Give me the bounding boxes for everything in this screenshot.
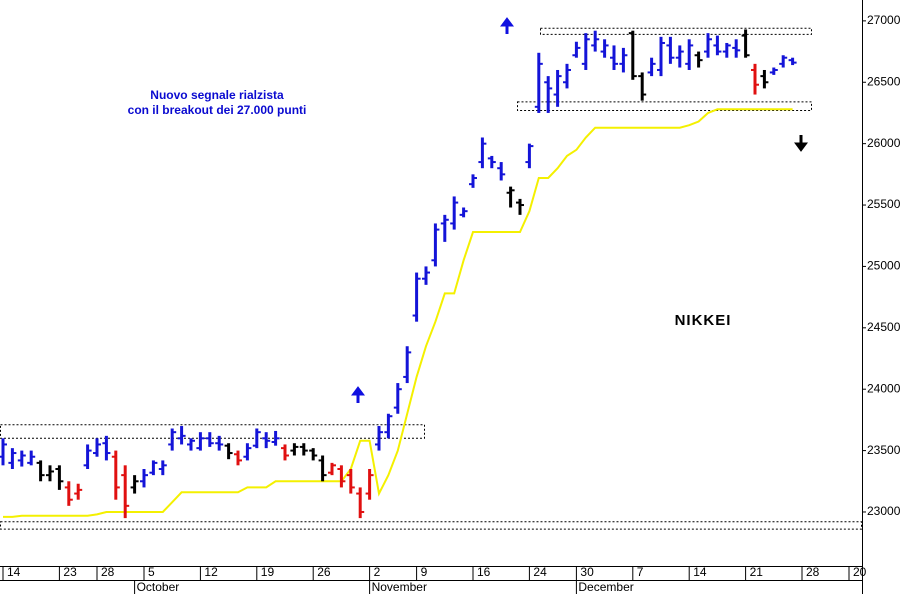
month-label: November xyxy=(372,580,427,594)
month-label: October xyxy=(137,580,180,594)
y-tick-label: 23000 xyxy=(867,504,901,518)
y-tick-label: 23500 xyxy=(867,443,901,457)
month-label: December xyxy=(578,580,633,594)
y-tick-label: 25000 xyxy=(867,259,901,273)
annotation: con il breakout dei 27.000 punti xyxy=(128,103,307,117)
x-tick-label: 7 xyxy=(637,565,644,579)
chart-label: NIKKEI xyxy=(675,312,732,329)
y-tick-label: 26000 xyxy=(867,136,901,150)
x-tick-label: 28 xyxy=(806,565,820,579)
x-tick-label: 21 xyxy=(750,565,764,579)
x-tick-label: 30 xyxy=(580,565,594,579)
y-tick-label: 27000 xyxy=(867,13,901,27)
x-tick-label: 2 xyxy=(374,565,381,579)
annotation: Nuovo segnale rialzista xyxy=(150,88,284,102)
x-tick-label: 14 xyxy=(7,565,21,579)
x-tick-label: 14 xyxy=(693,565,707,579)
x-tick-label: 9 xyxy=(421,565,428,579)
arrow-up xyxy=(351,386,365,403)
arrow-down xyxy=(794,135,808,152)
x-tick-label: 28 xyxy=(101,565,115,579)
level-band xyxy=(540,27,812,35)
x-tick-label: 5 xyxy=(148,565,155,579)
x-tick-label: 16 xyxy=(477,565,491,579)
y-tick-label: 26500 xyxy=(867,74,901,88)
arrow-up xyxy=(500,17,514,34)
level-band xyxy=(0,424,425,439)
level-band xyxy=(517,101,812,111)
x-tick-label: 12 xyxy=(204,565,218,579)
x-tick-label: 26 xyxy=(317,565,331,579)
level-band xyxy=(0,521,862,530)
y-tick-label: 24500 xyxy=(867,320,901,334)
x-tick-label: 23 xyxy=(63,565,77,579)
y-tick-label: 24000 xyxy=(867,381,901,395)
x-tick-label: 24 xyxy=(533,565,547,579)
y-tick-label: 25500 xyxy=(867,197,901,211)
x-tick-label: 19 xyxy=(261,565,275,579)
trend-line xyxy=(3,108,793,518)
x-tick-label: 20 xyxy=(853,565,867,579)
